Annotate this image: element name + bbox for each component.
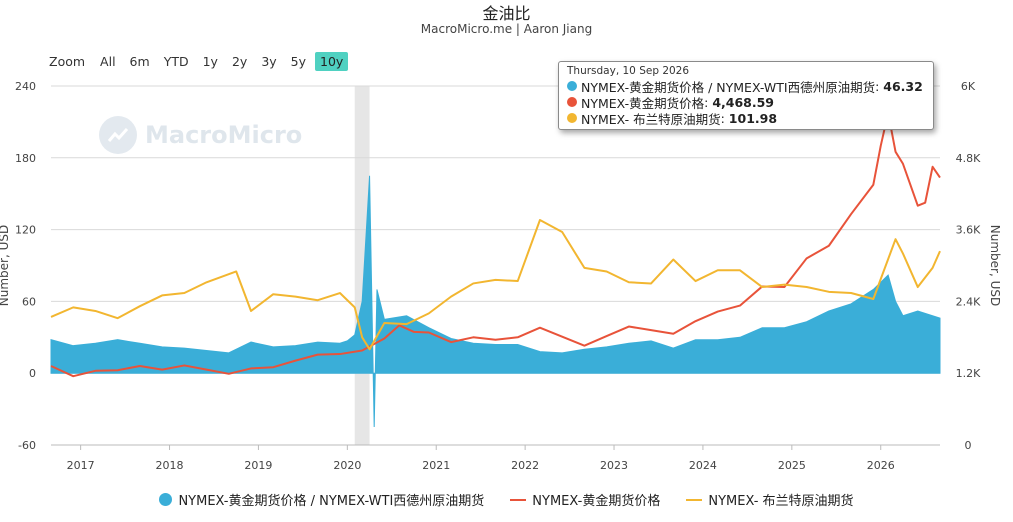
legend-ratio-dot-icon bbox=[159, 493, 173, 506]
tooltip-ratio-label: NYMEX-黄金期货价格 / NYMEX-WTI西德州原油期货 bbox=[581, 79, 876, 95]
chart-subtitle: MacroMicro.me | Aaron Jiang bbox=[420, 22, 593, 36]
x-tick-label: 2024 bbox=[689, 459, 717, 472]
watermark-text: MacroMicro bbox=[145, 121, 303, 149]
left-tick-label: 120 bbox=[15, 224, 36, 237]
legend-gold-line-icon bbox=[510, 498, 527, 501]
ratio-dot-icon bbox=[567, 81, 577, 91]
left-tick-label: 60 bbox=[22, 295, 36, 308]
macromicro-watermark: MacroMicro bbox=[99, 116, 302, 154]
zoom-label: Zoom bbox=[49, 53, 86, 69]
tooltip-brent-value: 101.98 bbox=[728, 110, 778, 126]
macromicro-logo-icon bbox=[99, 116, 137, 154]
legend-gold-label: NYMEX-黄金期货价格 bbox=[532, 494, 661, 509]
x-tick-label: 2017 bbox=[67, 459, 95, 472]
legend-item-gold[interactable]: NYMEX-黄金期货价格 bbox=[510, 490, 660, 509]
right-tick-label: 2.4K bbox=[956, 295, 981, 308]
left-tick-label: -60 bbox=[18, 439, 36, 452]
right-axis-title: Number, USD bbox=[988, 225, 1002, 306]
right-tick-label: 3.6K bbox=[956, 224, 981, 237]
zoom-6m-button[interactable]: 6m bbox=[129, 53, 150, 69]
x-tick-label: 2019 bbox=[244, 459, 272, 472]
chart-title: 金油比 bbox=[482, 4, 531, 23]
tooltip-date: Thursday, 10 Sep 2026 bbox=[567, 65, 690, 77]
legend-ratio-label: NYMEX-黄金期货价格 / NYMEX-WTI西德州原油期货 bbox=[178, 494, 485, 509]
hover-tooltip: Thursday, 10 Sep 2026 NYMEX-黄金期货价格 / NYM… bbox=[558, 61, 934, 130]
legend-brent-line-icon bbox=[686, 498, 703, 501]
x-tick-label: 2025 bbox=[778, 459, 806, 472]
tooltip-row-gold: NYMEX-黄金期货价格: 4,468.59 bbox=[567, 94, 925, 111]
gold-dot-icon bbox=[567, 97, 577, 107]
tooltip-gold-label: NYMEX-黄金期货价格 bbox=[581, 95, 705, 111]
x-tick-label: 2018 bbox=[156, 459, 184, 472]
legend-item-brent[interactable]: NYMEX- 布兰特原油期货 bbox=[686, 490, 854, 509]
zoom-10y-button[interactable]: 10y bbox=[315, 51, 349, 71]
zoom-toolbar: Zoom All 6m YTD 1y 2y 3y 5y 10y bbox=[49, 50, 352, 72]
zoom-3y-button[interactable]: 3y bbox=[261, 53, 277, 69]
x-tick-label: 2023 bbox=[600, 459, 628, 472]
zoom-5y-button[interactable]: 5y bbox=[290, 53, 307, 69]
left-tick-label: 180 bbox=[15, 152, 36, 165]
right-tick-label: 4.8K bbox=[956, 152, 981, 165]
right-tick-label: 6K bbox=[961, 80, 976, 93]
legend-item-ratio[interactable]: NYMEX-黄金期货价格 / NYMEX-WTI西德州原油期货 bbox=[159, 490, 484, 509]
x-tick-label: 2020 bbox=[333, 459, 361, 472]
x-tick-label: 2026 bbox=[867, 459, 895, 472]
zoom-1y-button[interactable]: 1y bbox=[202, 53, 218, 69]
tooltip-gold-value: 4,468.59 bbox=[712, 94, 774, 110]
chart-legend: NYMEX-黄金期货价格 / NYMEX-WTI西德州原油期货 NYMEX-黄金… bbox=[0, 490, 1013, 509]
zoom-ytd-button[interactable]: YTD bbox=[163, 53, 189, 69]
tooltip-row-brent: NYMEX- 布兰特原油期货: 101.98 bbox=[567, 110, 925, 127]
tooltip-row-ratio: NYMEX-黄金期货价格 / NYMEX-WTI西德州原油期货: 46.32 bbox=[567, 78, 925, 95]
x-tick-label: 2022 bbox=[511, 459, 539, 472]
legend-brent-label: NYMEX- 布兰特原油期货 bbox=[708, 494, 854, 509]
left-tick-label: 0 bbox=[29, 367, 36, 380]
zoom-all-button[interactable]: All bbox=[100, 53, 116, 69]
tooltip-brent-label: NYMEX- 布兰特原油期货 bbox=[581, 111, 721, 127]
right-tick-label: 0 bbox=[965, 439, 972, 452]
tooltip-ratio-value: 46.32 bbox=[883, 78, 923, 94]
x-tick-label: 2021 bbox=[422, 459, 450, 472]
left-axis-title: Number, USD bbox=[0, 225, 11, 306]
right-tick-label: 1.2K bbox=[956, 367, 981, 380]
left-tick-label: 240 bbox=[15, 80, 36, 93]
zoom-2y-button[interactable]: 2y bbox=[231, 53, 248, 69]
brent-dot-icon bbox=[567, 113, 577, 123]
